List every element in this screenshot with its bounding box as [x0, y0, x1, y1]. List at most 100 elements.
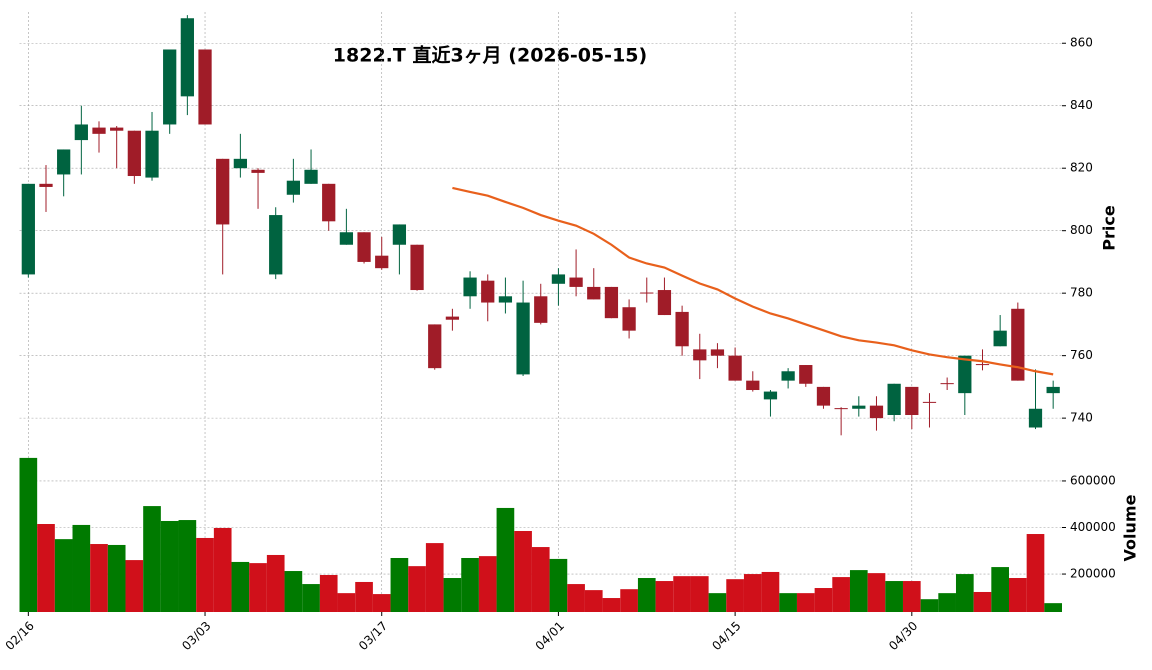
candle-body — [145, 130, 159, 178]
candle-body — [74, 124, 88, 141]
volume-bar — [549, 558, 568, 612]
candle-body — [127, 130, 141, 177]
volume-bar — [814, 588, 833, 612]
volume-bar — [761, 571, 780, 612]
y-tick-label: 780 — [1070, 286, 1093, 300]
candle-body — [816, 386, 831, 406]
volume-bar — [143, 506, 161, 612]
candle-body — [110, 127, 124, 131]
volume-bar — [955, 574, 974, 612]
candle-body — [322, 183, 336, 222]
volume-bar — [425, 543, 444, 612]
candle-body — [975, 364, 990, 366]
candle-body — [763, 391, 778, 400]
volume-bar — [938, 593, 956, 612]
candle-body — [781, 371, 795, 381]
candle-body — [640, 292, 654, 294]
volume-bar — [54, 539, 73, 612]
volume-bar — [973, 591, 992, 612]
candle-body — [905, 386, 919, 416]
volume-bar — [690, 576, 709, 612]
volume-bar — [355, 581, 373, 612]
candle-body — [198, 49, 212, 125]
candle-body — [958, 355, 972, 394]
candle-body — [57, 149, 71, 175]
volume-bar — [902, 581, 921, 612]
candle-body — [339, 232, 354, 245]
candle-body — [1046, 386, 1060, 394]
volume-bar — [531, 547, 550, 612]
candle-body — [940, 383, 954, 385]
y-tick-label: 840 — [1070, 98, 1093, 112]
candle-body — [657, 290, 672, 316]
volume-bar — [726, 579, 744, 612]
volume-bar — [125, 560, 144, 612]
volume-bar — [602, 598, 621, 612]
candle-body — [887, 383, 901, 416]
candle-body — [675, 311, 689, 347]
candle-body — [869, 405, 884, 419]
volume-bar — [1026, 534, 1045, 612]
x-tick-label: 03/17 — [356, 619, 390, 653]
volume-bar — [708, 593, 727, 612]
volume-bar — [196, 537, 214, 612]
candle-body — [516, 302, 530, 375]
y-tick-label: 800 — [1070, 223, 1093, 237]
volume-bar — [178, 520, 197, 612]
candle-body — [163, 49, 177, 125]
volume-bar — [337, 593, 356, 612]
volume-bar — [779, 593, 797, 612]
volume-bar — [302, 584, 320, 612]
candle-body — [604, 286, 619, 319]
y-tick-label: 600000 — [1070, 473, 1116, 487]
volume-bar — [90, 544, 108, 612]
volume-bar — [213, 527, 232, 612]
candle-body — [21, 183, 35, 275]
volume-bar — [231, 561, 250, 612]
volume-bar — [849, 570, 868, 612]
moving-average-line — [452, 186, 1054, 376]
candle-body — [922, 401, 937, 403]
volume-bar — [319, 574, 338, 612]
volume-bar — [584, 590, 603, 612]
candle-body — [852, 405, 866, 409]
volume-bar — [514, 530, 532, 612]
x-tick-label: 04/01 — [533, 619, 567, 653]
y-tick-label: 860 — [1070, 36, 1093, 50]
candle-body — [1028, 408, 1043, 428]
volume-axis-label: Volume — [1121, 494, 1140, 561]
candle-body — [92, 127, 106, 134]
volume-bar — [1044, 603, 1062, 612]
chart-title: 1822.T 直近3ヶ月 (2026-05-15) — [333, 44, 647, 67]
y-tick-label: 400000 — [1070, 520, 1116, 534]
candle-body — [357, 232, 371, 262]
candle-body — [746, 380, 760, 391]
volume-bar — [496, 507, 515, 612]
y-tick-label: 200000 — [1070, 567, 1116, 581]
volume-bar — [1008, 578, 1027, 612]
candle-body — [622, 307, 636, 331]
volume-bar — [160, 520, 179, 612]
volume-bar — [991, 567, 1009, 612]
candle-body — [216, 158, 230, 225]
volume-bar — [920, 599, 939, 612]
volume-bar — [249, 563, 267, 612]
candle-body — [498, 296, 513, 303]
candle-body — [463, 277, 477, 297]
volume-bar — [885, 581, 903, 612]
x-tick-label: 04/15 — [709, 619, 743, 653]
candle-body — [799, 365, 813, 384]
candle-body — [569, 277, 583, 287]
y-tick-label: 740 — [1070, 411, 1093, 425]
volume-bar — [637, 578, 656, 612]
candle-body — [392, 224, 407, 245]
y-tick-label: 760 — [1070, 348, 1093, 362]
x-tick-label: 04/30 — [886, 619, 920, 653]
candle-body — [39, 183, 53, 187]
candle-body — [445, 316, 460, 320]
candle-body — [251, 169, 265, 173]
volume-bar — [72, 524, 91, 612]
volume-bar — [796, 593, 815, 612]
candle-body — [304, 169, 318, 184]
